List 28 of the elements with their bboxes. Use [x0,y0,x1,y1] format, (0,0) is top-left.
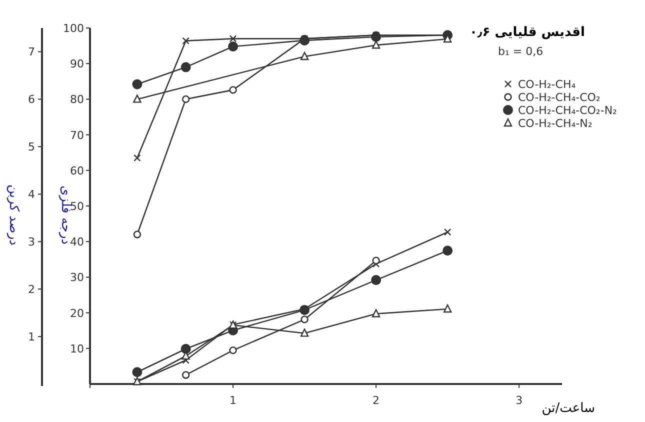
legend-label: CO-H₂-CH₄ [518,78,576,91]
x-tick-label: 1 [230,394,237,407]
y2-tick-label: 4 [28,188,35,202]
y-tick-label: 100 [63,22,84,35]
chart-title: اقدیس قلیایی ۰٫۶ [469,25,585,40]
x-axis-title: ساعت/تن [542,401,595,416]
y-tick-label: 40 [70,236,84,249]
y2-tick-label: 5 [28,140,35,154]
y-tick-label: 50 [70,200,84,213]
y-tick-label: 60 [70,164,84,178]
legend-label: CO-H₂-CH₄-N₂ [518,117,592,130]
y2-tick-label: 1 [28,330,35,344]
legend-label: CO-H₂-CH₄-CO₂ [518,91,600,104]
y2-tick-label: 2 [28,283,35,296]
y-tick-label: 90 [70,58,84,71]
y2-tick-label: 3 [28,236,35,249]
x-tick-label: 2 [372,394,380,407]
y2-axis-title: درصد کربن [6,184,21,246]
y-tick-label: 30 [70,271,84,284]
y-tick-label: 70 [70,128,84,142]
x-tick-label: 3 [516,394,523,407]
text: b₁ = 0,6 [498,45,544,58]
y2-tick-label: 7 [28,46,35,59]
y2-tick-label: 6 [28,93,35,106]
legend-label: CO-H₂-CH₄-CO₂-N₂ [518,104,617,117]
y-tick-label: 10 [70,342,84,356]
y-tick-label: 20 [70,306,84,320]
y-tick-label: 80 [70,93,84,106]
